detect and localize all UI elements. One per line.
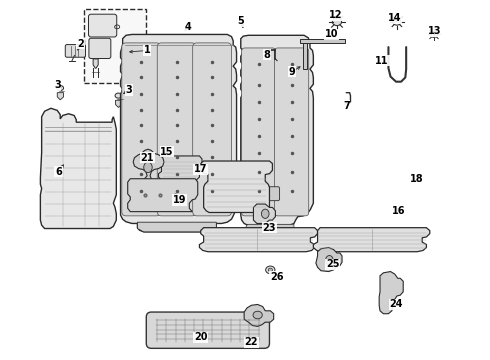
Text: 21: 21 xyxy=(140,153,154,163)
Text: 8: 8 xyxy=(264,50,270,60)
Text: 22: 22 xyxy=(245,337,258,347)
Polygon shape xyxy=(40,108,116,229)
Polygon shape xyxy=(253,204,275,224)
Text: 14: 14 xyxy=(388,13,401,23)
Polygon shape xyxy=(316,248,342,271)
FancyBboxPatch shape xyxy=(89,38,111,58)
Ellipse shape xyxy=(115,93,122,98)
Polygon shape xyxy=(201,161,272,212)
Polygon shape xyxy=(121,35,237,232)
FancyBboxPatch shape xyxy=(264,187,280,201)
Text: 9: 9 xyxy=(289,67,295,77)
Text: 3: 3 xyxy=(54,80,61,90)
Bar xyxy=(303,43,307,69)
Text: 15: 15 xyxy=(160,147,173,157)
Bar xyxy=(300,39,345,43)
Ellipse shape xyxy=(266,266,275,274)
Text: 4: 4 xyxy=(185,22,192,32)
Ellipse shape xyxy=(253,311,262,319)
FancyBboxPatch shape xyxy=(65,45,86,57)
Polygon shape xyxy=(116,100,122,107)
Text: 24: 24 xyxy=(389,300,403,310)
Polygon shape xyxy=(241,35,313,225)
FancyBboxPatch shape xyxy=(274,48,309,216)
FancyBboxPatch shape xyxy=(242,48,276,216)
FancyBboxPatch shape xyxy=(89,14,117,37)
Text: 6: 6 xyxy=(55,167,62,176)
Polygon shape xyxy=(133,149,164,186)
Text: 23: 23 xyxy=(263,223,276,233)
Text: 2: 2 xyxy=(77,39,84,49)
Polygon shape xyxy=(93,59,98,68)
Ellipse shape xyxy=(325,256,333,265)
Text: 19: 19 xyxy=(173,195,186,205)
FancyBboxPatch shape xyxy=(193,43,231,216)
FancyBboxPatch shape xyxy=(147,312,270,348)
Polygon shape xyxy=(128,179,198,212)
FancyBboxPatch shape xyxy=(157,43,196,216)
Text: 25: 25 xyxy=(326,259,340,269)
Text: 7: 7 xyxy=(343,101,350,111)
Text: 12: 12 xyxy=(329,10,343,21)
Text: 26: 26 xyxy=(270,272,283,282)
Polygon shape xyxy=(57,93,64,100)
Text: 10: 10 xyxy=(325,30,338,40)
FancyBboxPatch shape xyxy=(122,43,161,216)
Polygon shape xyxy=(137,222,216,232)
Text: 5: 5 xyxy=(238,16,244,26)
Ellipse shape xyxy=(268,268,272,271)
Text: 16: 16 xyxy=(392,206,406,216)
Text: 3: 3 xyxy=(125,85,132,95)
Ellipse shape xyxy=(262,209,269,219)
Text: 13: 13 xyxy=(428,26,441,36)
Polygon shape xyxy=(379,271,403,314)
Ellipse shape xyxy=(392,18,401,25)
Text: 1: 1 xyxy=(144,45,150,55)
Ellipse shape xyxy=(430,31,438,37)
Polygon shape xyxy=(244,305,274,327)
Text: 17: 17 xyxy=(194,165,207,175)
Ellipse shape xyxy=(144,162,152,172)
Polygon shape xyxy=(313,228,430,252)
Bar xyxy=(84,9,147,83)
Polygon shape xyxy=(158,156,202,180)
Polygon shape xyxy=(245,224,294,232)
Text: 11: 11 xyxy=(375,55,389,66)
Text: 20: 20 xyxy=(194,332,207,342)
Ellipse shape xyxy=(57,85,64,91)
Polygon shape xyxy=(199,228,318,252)
Text: 18: 18 xyxy=(410,174,424,184)
Ellipse shape xyxy=(332,18,342,26)
